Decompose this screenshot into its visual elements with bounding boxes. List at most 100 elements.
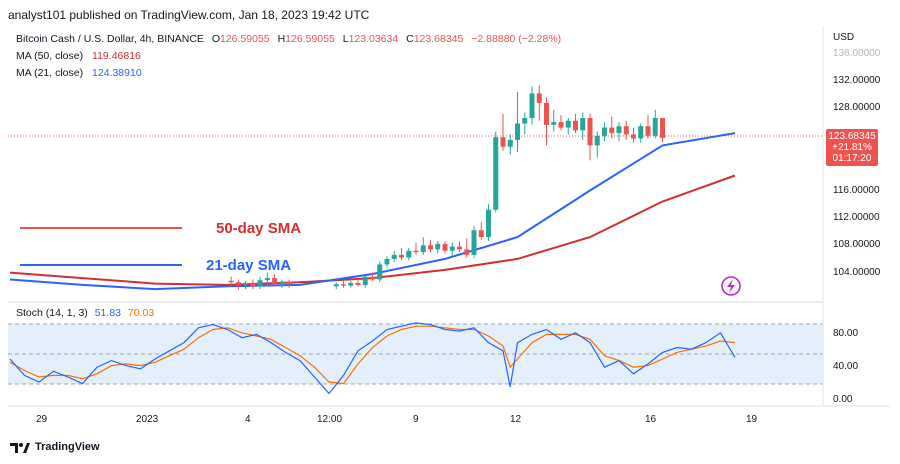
publish-header: analyst101 published on TradingView.com,… bbox=[8, 8, 370, 22]
open-key: O bbox=[211, 33, 220, 45]
candle bbox=[333, 282, 339, 290]
candle bbox=[428, 239, 433, 253]
candle bbox=[580, 112, 586, 140]
lightning-icon[interactable] bbox=[721, 276, 741, 296]
candle bbox=[536, 85, 542, 121]
ma21-label: MA (21, close) bbox=[16, 67, 84, 79]
candle bbox=[264, 272, 270, 287]
ma50-value: 119.46816 bbox=[92, 50, 141, 62]
candle bbox=[442, 241, 448, 254]
candle bbox=[631, 127, 636, 143]
candle bbox=[384, 256, 390, 268]
time-tick-label: 29 bbox=[36, 414, 48, 425]
candle bbox=[399, 248, 404, 261]
candle bbox=[638, 123, 644, 143]
high-key: H bbox=[277, 33, 286, 45]
low-value: 123.03634 bbox=[348, 33, 399, 45]
candle bbox=[623, 120, 629, 140]
stoch-tick-label: 40.00 bbox=[833, 361, 859, 373]
symbol-name: Bitcoin Cash / U.S. Dollar, 4h, BINANCE bbox=[16, 33, 204, 45]
candle bbox=[391, 250, 397, 262]
symbol-legend: Bitcoin Cash / U.S. Dollar, 4h, BINANCE … bbox=[16, 33, 561, 45]
candle bbox=[370, 272, 375, 281]
time-tick-label: 12:00 bbox=[317, 414, 343, 425]
open-value: 126.59055 bbox=[220, 33, 270, 45]
candle bbox=[413, 242, 419, 255]
candle bbox=[551, 109, 557, 132]
ma50-label: MA (50, close) bbox=[16, 50, 84, 62]
ma50-legend: MA (50, close) 119.46816 bbox=[16, 50, 141, 62]
badge-pct: +21.81% bbox=[832, 142, 872, 153]
tradingview-footer[interactable]: TradingView bbox=[10, 441, 100, 453]
stoch-label: Stoch (14, 1, 3) bbox=[16, 307, 88, 319]
price-tick-label: 128.00000 bbox=[833, 102, 881, 114]
low-key: L bbox=[342, 33, 349, 45]
close-value: 123.68345 bbox=[413, 33, 464, 45]
price-tick-label: 108.00000 bbox=[833, 239, 881, 251]
candle bbox=[243, 280, 249, 290]
candle bbox=[250, 279, 256, 290]
candle bbox=[558, 115, 564, 131]
candle bbox=[493, 131, 499, 213]
candle bbox=[544, 97, 549, 146]
candle bbox=[355, 279, 361, 287]
candle bbox=[529, 86, 535, 125]
price-tick-label: 132.00000 bbox=[833, 75, 881, 87]
candle bbox=[565, 118, 571, 135]
candle bbox=[435, 241, 441, 254]
stoch-tick-label: 80.00 bbox=[833, 328, 859, 340]
candle bbox=[272, 274, 278, 285]
candle bbox=[522, 112, 528, 135]
time-tick-label: 9 bbox=[413, 414, 419, 425]
candle bbox=[471, 226, 477, 258]
candle bbox=[573, 113, 578, 134]
candle bbox=[660, 118, 665, 143]
stoch-d-line bbox=[9, 325, 736, 385]
stoch-legend: Stoch (14, 1, 3) 51.83 70.03 bbox=[16, 307, 154, 319]
candle bbox=[449, 242, 455, 257]
candle bbox=[362, 275, 368, 288]
candle bbox=[645, 115, 651, 139]
currency-label: USD bbox=[833, 32, 855, 43]
high-value: 126.59055 bbox=[285, 33, 335, 45]
time-tick-label: 12 bbox=[510, 414, 522, 425]
candle bbox=[341, 280, 346, 288]
badge-timer: 01:17:20 bbox=[832, 153, 872, 164]
price-tick-label: 136.00000 bbox=[833, 47, 881, 59]
price-tick-label: 112.00000 bbox=[833, 211, 880, 223]
candle bbox=[602, 122, 607, 142]
candle bbox=[594, 131, 600, 158]
time-tick-label: 4 bbox=[245, 414, 251, 425]
sma21-text: 21-day SMA bbox=[206, 257, 292, 274]
time-tick-label: 16 bbox=[645, 414, 657, 425]
stoch-k-value: 51.83 bbox=[94, 307, 121, 319]
stoch-k-line bbox=[9, 322, 736, 395]
footer-text: TradingView bbox=[35, 441, 100, 453]
candle bbox=[587, 113, 593, 161]
candle bbox=[257, 276, 263, 290]
badge-price: 123.68345 bbox=[828, 131, 876, 142]
candle bbox=[235, 279, 241, 290]
candle bbox=[464, 238, 470, 258]
candle bbox=[348, 280, 354, 288]
stoch-tick-label: 0.00 bbox=[833, 394, 853, 405]
candle bbox=[616, 122, 622, 142]
sma50-text: 50-day SMA bbox=[216, 220, 302, 237]
time-tick-label: 2023 bbox=[136, 414, 159, 425]
close-key: C bbox=[406, 33, 414, 45]
candle bbox=[457, 241, 462, 253]
candle bbox=[515, 92, 520, 153]
candle bbox=[377, 261, 383, 283]
candle bbox=[609, 116, 615, 139]
ma21-value: 124.38910 bbox=[92, 67, 142, 79]
stoch-d-value: 70.03 bbox=[127, 307, 155, 319]
tradingview-logo-icon bbox=[10, 443, 30, 453]
candle bbox=[279, 279, 285, 288]
price-badge: 123.68345 +21.81% 01:17:20 bbox=[826, 129, 878, 166]
candle bbox=[228, 276, 234, 287]
candle bbox=[652, 109, 658, 139]
candle bbox=[486, 204, 491, 242]
time-tick-label: 19 bbox=[746, 414, 758, 425]
candle bbox=[286, 279, 292, 288]
